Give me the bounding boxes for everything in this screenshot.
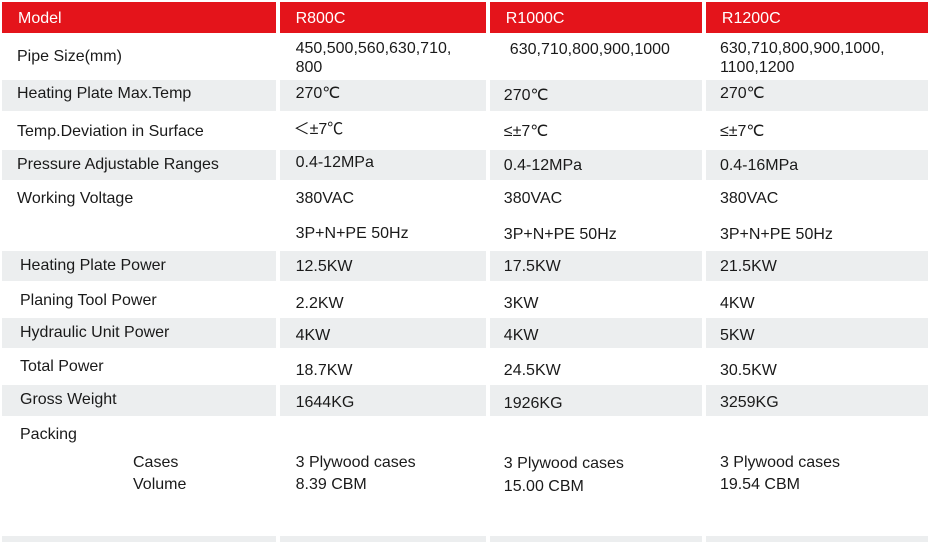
cell-r800c-gross-weight: 1644KG bbox=[295, 394, 355, 411]
cell-r800c-packing-volume: 8.39 CBM bbox=[295, 476, 367, 493]
header-model-r1000c: R1000C bbox=[489, 2, 702, 33]
table-row: Working Voltage 380VAC 3P+N+PE 50Hz 380V… bbox=[2, 180, 928, 251]
row-label-heating-temp: Heating Plate Max.Temp bbox=[17, 85, 192, 102]
cell-r1200c-heating-temp: 270℃ bbox=[719, 85, 765, 102]
row-label-pipe-size: Pipe Size(mm) bbox=[17, 48, 122, 65]
table-row: Packing Cases Volume 3 Plywood cases 8.3… bbox=[2, 416, 928, 502]
table-row: Gross Weight 1644KG 1926KG 3259KG bbox=[2, 385, 929, 416]
cell-r1200c-hydraulic-power: 5KW bbox=[719, 327, 755, 344]
table-row: Hydraulic Unit Power 4KW 4KW 5KW bbox=[2, 318, 929, 348]
cell-r800c-planing-power: 2.2KW bbox=[295, 295, 344, 312]
row-label-hydraulic-power: Hydraulic Unit Power bbox=[20, 324, 170, 341]
cell-r1200c-pressure: 0.4-16MPa bbox=[719, 157, 799, 174]
table-header-row: Model R800C R1000C R1200C bbox=[2, 2, 929, 33]
row-label-packing: Packing bbox=[20, 426, 77, 443]
row-label-gross-weight: Gross Weight bbox=[20, 391, 117, 408]
cell-r1000c-total-power: 24.5KW bbox=[503, 362, 561, 379]
table-row: Pressure Adjustable Ranges 0.4-12MPa 0.4… bbox=[2, 150, 929, 180]
table-row: Planing Tool Power 2.2KW 3KW 4KW bbox=[2, 281, 928, 318]
cell-r1000c-pressure: 0.4-12MPa bbox=[503, 157, 583, 174]
cell-r800c-hydraulic-power: 4KW bbox=[295, 327, 331, 344]
row-label-total-power: Total Power bbox=[20, 358, 104, 375]
cell-r1000c-packing-volume: 15.00 CBM bbox=[503, 478, 584, 495]
row-label-temp-deviation: Temp.Deviation in Surface bbox=[17, 123, 204, 140]
table-row: Temp.Deviation in Surface ＜±7℃ ≤±7℃ ≤±7℃ bbox=[2, 111, 928, 150]
cell-r1000c-temp-deviation: ≤±7℃ bbox=[503, 123, 549, 140]
bottom-shade-strip bbox=[2, 536, 929, 542]
cell-r1000c-hydraulic-power: 4KW bbox=[503, 327, 539, 344]
cell-r1200c-packing-cases: 3 Plywood cases bbox=[719, 454, 840, 471]
row-label-heating-power: Heating Plate Power bbox=[20, 257, 166, 274]
cell-r800c-voltage-line2: 3P+N+PE 50Hz bbox=[295, 225, 409, 242]
spec-table: Model R800C R1000C R1200C Pipe Size(mm) … bbox=[2, 2, 929, 502]
cell-r1000c-voltage-line2: 3P+N+PE 50Hz bbox=[503, 226, 617, 243]
row-sublabel-cases: Cases bbox=[133, 454, 179, 471]
cell-r800c-total-power: 18.7KW bbox=[295, 362, 353, 379]
cell-r1200c-pipe-size-line1: 630,710,800,900,1000, bbox=[719, 40, 885, 57]
cell-r1000c-heating-power: 17.5KW bbox=[503, 258, 561, 275]
header-model-r1200c: R1200C bbox=[705, 2, 929, 33]
cell-r800c-packing-cases: 3 Plywood cases bbox=[295, 454, 416, 471]
cell-r1000c-pipe-size: 630,710,800,900,1000 bbox=[509, 41, 670, 58]
cell-r1000c-voltage-line1: 380VAC bbox=[503, 190, 563, 207]
cell-r800c-pipe-size-line1: 450,500,560,630,710, bbox=[295, 40, 452, 57]
cell-r800c-heating-power: 12.5KW bbox=[295, 258, 353, 275]
row-label-pressure: Pressure Adjustable Ranges bbox=[17, 156, 219, 173]
cell-r1200c-packing-volume: 19.54 CBM bbox=[719, 476, 800, 493]
cell-r1200c-planing-power: 4KW bbox=[719, 295, 755, 312]
row-label-working-voltage: Working Voltage bbox=[17, 190, 134, 207]
cell-r1200c-pipe-size-line2: 1100,1200 bbox=[719, 59, 795, 76]
table-row: Heating Plate Max.Temp 270℃ 270℃ 270℃ bbox=[2, 80, 929, 111]
row-sublabel-volume: Volume bbox=[133, 476, 187, 493]
cell-r1000c-heating-temp: 270℃ bbox=[503, 87, 549, 104]
table-row: Total Power 18.7KW 24.5KW 30.5KW bbox=[2, 348, 928, 385]
cell-r800c-pipe-size-line2: 800 bbox=[295, 59, 323, 76]
cell-r800c-temp-deviation: ＜±7℃ bbox=[293, 121, 344, 138]
cell-r1200c-gross-weight: 3259KG bbox=[719, 394, 779, 411]
cell-r1200c-total-power: 30.5KW bbox=[719, 362, 777, 379]
cell-r1200c-voltage-line2: 3P+N+PE 50Hz bbox=[719, 226, 833, 243]
cell-r800c-heating-temp: 270℃ bbox=[295, 85, 341, 102]
table-row: Pipe Size(mm) 450,500,560,630,710, 800 6… bbox=[2, 33, 928, 80]
row-label-planing-power: Planing Tool Power bbox=[20, 292, 157, 309]
cell-r1200c-voltage-line1: 380VAC bbox=[719, 190, 779, 207]
cell-r1000c-gross-weight: 1926KG bbox=[503, 395, 563, 412]
cell-r800c-pressure: 0.4-12MPa bbox=[295, 154, 374, 171]
cell-r1200c-temp-deviation: ≤±7℃ bbox=[719, 123, 765, 140]
header-model-label: Model bbox=[2, 2, 276, 33]
cell-r1000c-planing-power: 3KW bbox=[503, 295, 539, 312]
cell-r1000c-packing-cases: 3 Plywood cases bbox=[503, 455, 624, 472]
cell-r1200c-heating-power: 21.5KW bbox=[719, 258, 777, 275]
cell-r800c-voltage-line1: 380VAC bbox=[295, 190, 355, 207]
header-model-r800c: R800C bbox=[279, 2, 486, 33]
table-row: Heating Plate Power 12.5KW 17.5KW 21.5KW bbox=[2, 251, 929, 281]
